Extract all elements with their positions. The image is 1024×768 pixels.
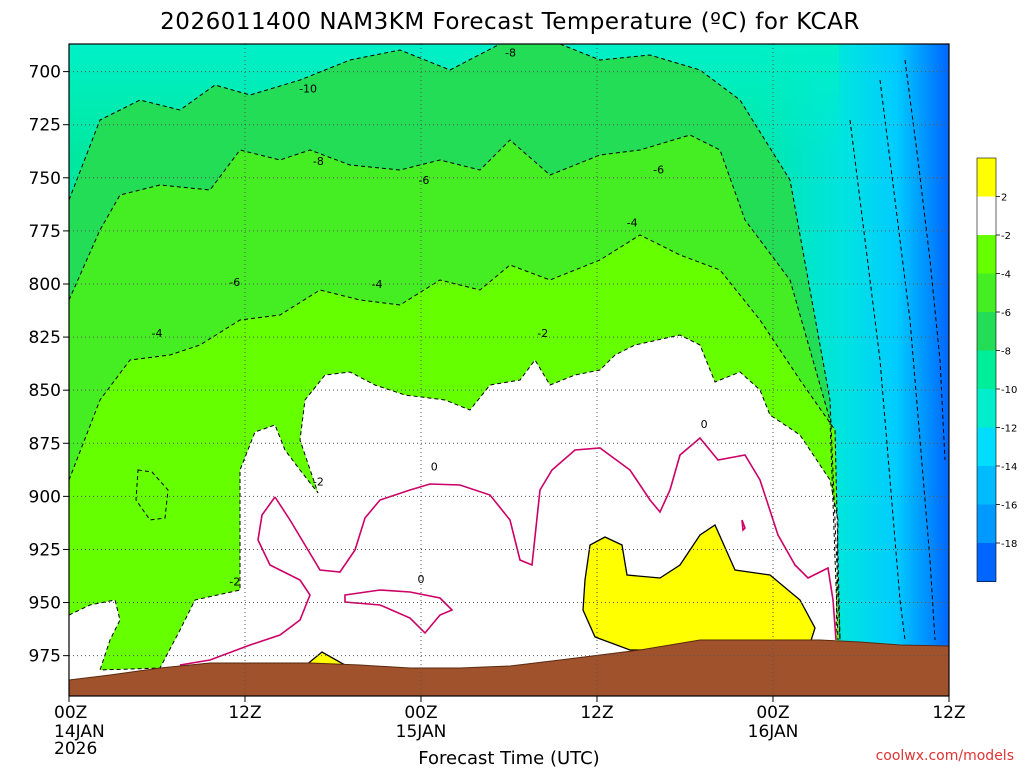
y-tick-label: 725 [29,116,61,136]
contour-label: 0 [701,418,708,431]
contour-label: -2 [313,475,324,488]
y-tick-label: 875 [29,434,61,454]
contour-label: 0 [431,461,438,474]
contour-label: -4 [372,278,383,291]
x-tick-label: 00Z [404,703,437,723]
colorbar-label: -12 [1001,424,1017,435]
y-tick-label: 700 [29,63,61,83]
x-tick-label: 12Z [932,703,965,723]
colorbar-label: 2 [1001,193,1007,204]
isotherm-dashed [69,44,946,671]
plot-area: -8 -10 -8 -6 -6 -4 -6 -4 -4 -2 0 0 -2 0 -2 [69,44,949,696]
contour-label: -8 [505,46,516,59]
colorbar-frame [976,157,997,582]
colorbar-swatch [977,427,996,467]
x-axis-label: Forecast Time (UTC) [418,748,599,768]
colorbar-swatch [977,466,996,505]
colorbar-swatch [977,158,996,197]
y-tick-label: 975 [29,647,61,667]
y-tick-label: 850 [29,381,61,401]
y-tick-label: 925 [29,540,61,560]
region-above-0c [582,524,816,651]
contour-label: -6 [229,276,240,289]
colorbar-swatch [977,235,996,274]
colorbar-label: -8 [1001,347,1011,358]
contour-label: -6 [418,174,429,187]
contour-label: -4 [627,216,638,229]
x-tick-sublabel: 2026 [54,739,97,759]
colorbar-label: -10 [1001,385,1017,396]
y-tick-label: 900 [29,487,61,507]
contour-label: -4 [152,327,163,340]
x-tick-label: 12Z [228,703,261,723]
colorbar: 2 -2 -4 -6 -8 -10 -12 -14 -16 -18 [976,157,1017,582]
chart-title: 2026011400 NAM3KM Forecast Temperature (… [160,9,860,35]
colorbar-label: -4 [1001,270,1011,281]
y-tick-label: 825 [29,328,61,348]
y-axis: 700 725 750 775 800 825 850 875 900 925 950 975 [29,63,69,667]
colorbar-swatch [977,196,996,236]
y-tick-label: 950 [29,594,61,614]
contour-label: -2 [537,327,548,340]
y-tick-label: 750 [29,169,61,189]
colorbar-swatch [977,543,996,582]
x-tick-label: 12Z [580,703,613,723]
colorbar-label: -6 [1001,308,1011,319]
terrain [69,639,949,696]
y-tick-label: 800 [29,275,61,295]
colorbar-swatch [977,389,996,428]
colorbar-label: -14 [1001,462,1017,473]
colorbar-label: -2 [1001,231,1011,242]
contour-label: -8 [313,155,324,168]
x-tick-label: 00Z [54,703,87,723]
contour-label: -10 [299,83,317,96]
contour-label: -6 [653,163,664,176]
colorbar-swatch [977,312,996,351]
x-tick-sublabel: 15JAN [396,722,447,742]
isotherm-zero [179,436,837,666]
contour-labels: -8 -10 -8 -6 -6 -4 -6 -4 -4 -2 0 0 -2 0 -2 [152,46,708,588]
contour-label: 0 [418,573,425,586]
colorbar-swatch [977,504,996,544]
colorbar-swatch [977,273,996,313]
colorbar-swatch [977,350,996,390]
grid [69,44,949,696]
y-tick-label: 775 [29,222,61,242]
plot-frame [68,43,950,697]
x-tick-sublabel: 16JAN [748,722,799,742]
x-tick-label: 00Z [756,703,789,723]
watermark: coolwx.com/models [876,748,1014,764]
x-tick-sublabel: 14JAN [54,722,105,742]
contour-label: -2 [229,575,240,588]
colorbar-label: -18 [1001,539,1017,550]
colorbar-label: -16 [1001,501,1017,512]
